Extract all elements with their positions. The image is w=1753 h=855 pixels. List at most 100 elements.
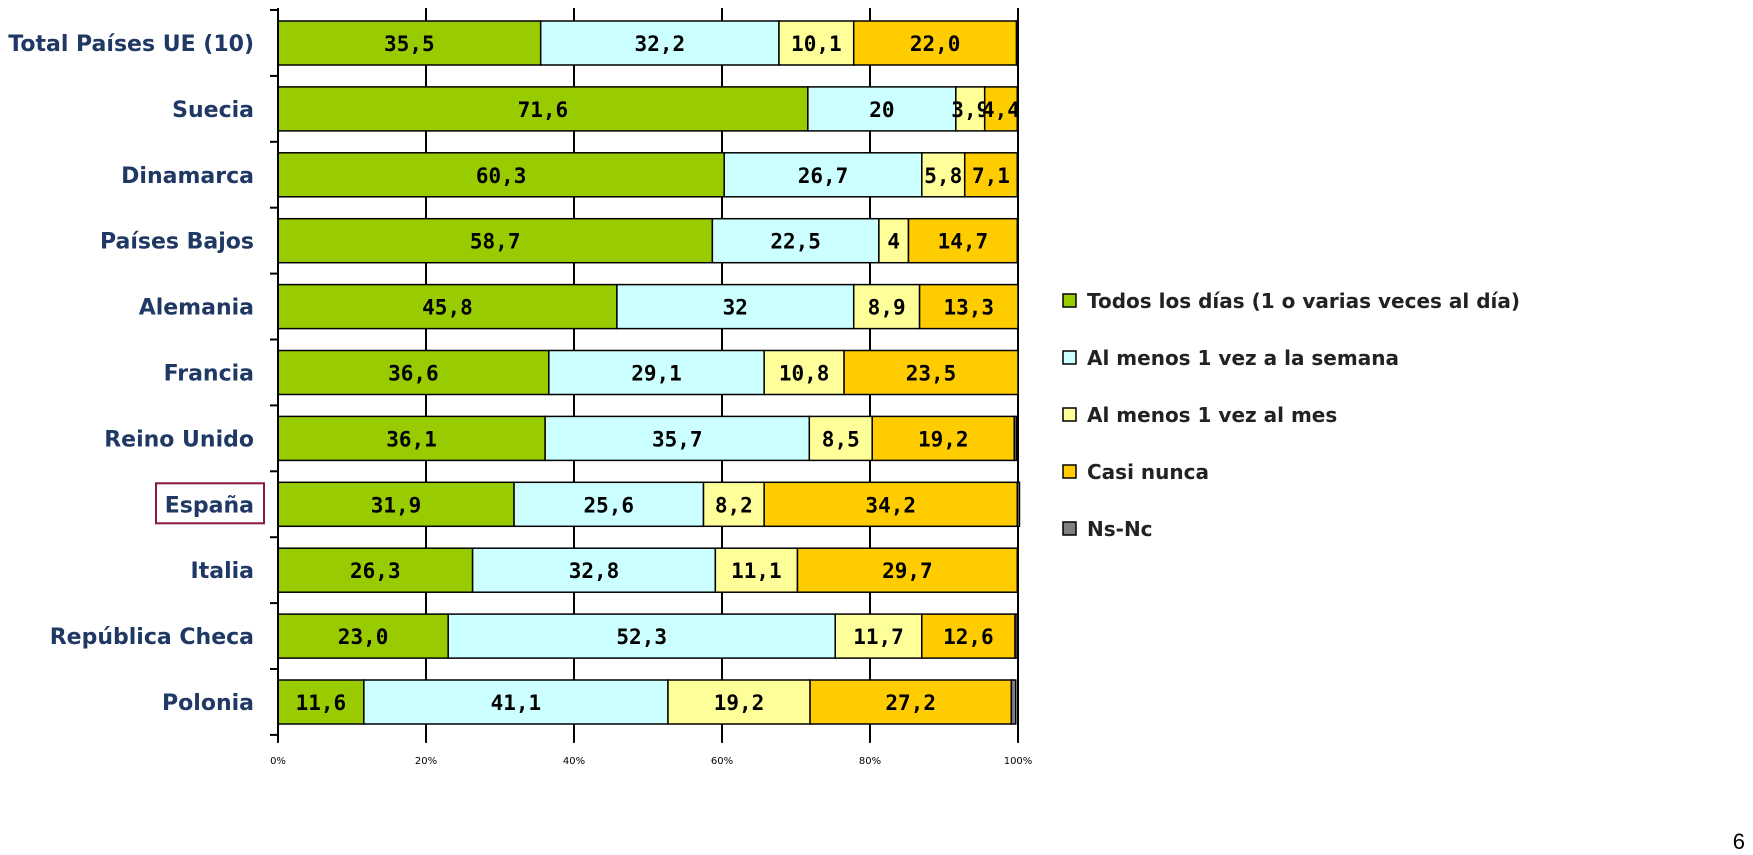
bar-segment [277,283,618,330]
legend-swatch [1062,464,1077,479]
data-label: 29,7 [882,559,933,583]
bar-segment [852,283,921,330]
data-label: 13,3 [944,296,995,320]
legend-label: Al menos 1 vez a la semana [1087,346,1399,370]
bars: 35,5 32,2 10,1 22,0 71,6 20 3,94,4 60,3 26,7 5,8 7… [277,20,1021,725]
data-label: 32,8 [569,559,620,583]
data-label: 36,6 [388,362,439,386]
data-label: 31,9 [371,493,422,517]
bar-segment [616,283,855,330]
bar-segment [1015,20,1019,66]
category-label: Polonia [162,691,254,716]
bar-segment [277,679,365,725]
bar-segment [983,86,1019,132]
data-label: 25,6 [583,493,634,517]
data-label: 10,8 [779,362,830,386]
bar-segment [796,547,1019,593]
bar-segment [548,349,765,396]
bar-segment [702,481,765,528]
category-label: República Checa [50,625,254,650]
bar-segment [921,613,1016,659]
bar-segment [1014,613,1019,659]
x-tick-label: 40% [563,756,585,767]
category-label: España [165,493,254,518]
data-label: 12,6 [943,625,994,649]
data-label: 10,1 [791,32,842,56]
data-label: 58,7 [470,230,521,254]
data-label: 23,5 [906,362,957,386]
data-label: 32 [723,296,748,320]
bar-segment [277,20,542,66]
data-label: 35,5 [384,32,435,56]
bar-segment [808,415,873,462]
page-number: 6 [1732,829,1745,854]
bar-segment [1016,481,1021,528]
data-label: 8,9 [868,296,906,320]
legend: Todos los días (1 o varias veces al día)… [1062,289,1520,541]
legend-label: Ns-Nc [1087,517,1153,541]
bar-segment [667,679,811,725]
bar-segment [277,217,714,264]
data-label: 52,3 [616,625,667,649]
bar-segment [955,86,986,132]
x-tick-label: 100% [1004,756,1033,767]
data-label: 8,5 [822,427,860,451]
bar-segment [447,613,836,659]
x-tick-label: 20% [415,756,437,767]
bar-segment [778,20,855,66]
bar-segment [763,481,1019,528]
data-label: 22,0 [910,32,961,56]
bar-segment [843,349,1019,396]
data-label: 11,6 [296,691,347,715]
bar-segment [834,613,923,659]
data-label: 5,8 [924,164,962,188]
data-label: 11,7 [853,625,904,649]
data-label: 34,2 [865,493,916,517]
legend-label: Al menos 1 vez al mes [1087,403,1337,427]
data-label: 41,1 [491,691,542,715]
data-label: 7,1 [972,164,1010,188]
bar-segment [963,152,1019,198]
bar-segment [714,547,799,593]
data-label: 26,3 [350,559,401,583]
data-label: 35,7 [652,427,703,451]
category-label: Total Países UE (10) [8,32,254,57]
legend-swatch [1062,407,1077,422]
data-label: 3,9 [951,98,989,122]
bar-segment [918,283,1019,330]
bar-segment [277,152,725,198]
data-label: 11,1 [731,559,782,583]
bar-segment [544,415,811,462]
bar-segment [277,415,546,462]
category-label: Reino Unido [104,427,254,452]
bar-segment [513,481,705,528]
bar-segment [277,86,809,132]
data-label: 4,4 [982,98,1020,122]
category-label: Francia [164,362,254,387]
category-label: Italia [191,559,254,584]
data-label: 36,1 [386,427,437,451]
legend-swatch [1062,293,1077,308]
category-label: Dinamarca [121,164,254,189]
data-label: 60,3 [476,164,527,188]
bar-segment [871,415,1016,462]
data-label: 29,1 [631,362,682,386]
bar-segment [711,217,880,264]
data-label: 71,6 [518,98,569,122]
axes: 0% 20% 40% 60% 80% 100% [270,8,1032,767]
bar-segment [1013,415,1018,462]
legend-label: Casi nunca [1087,460,1209,484]
data-label: 23,0 [338,625,389,649]
category-label: Suecia [172,98,254,123]
bar-segment [907,217,1019,264]
x-tick-label: 0% [270,756,286,767]
category-label: Alemania [139,296,254,321]
data-label: 4 [887,230,900,254]
data-label: 32,2 [635,32,686,56]
bar-segment [809,679,1013,725]
legend-label: Todos los días (1 o varias veces al día) [1087,289,1520,313]
bar-segment [763,349,845,396]
bar-segment [539,20,780,66]
data-label: 27,2 [885,691,936,715]
